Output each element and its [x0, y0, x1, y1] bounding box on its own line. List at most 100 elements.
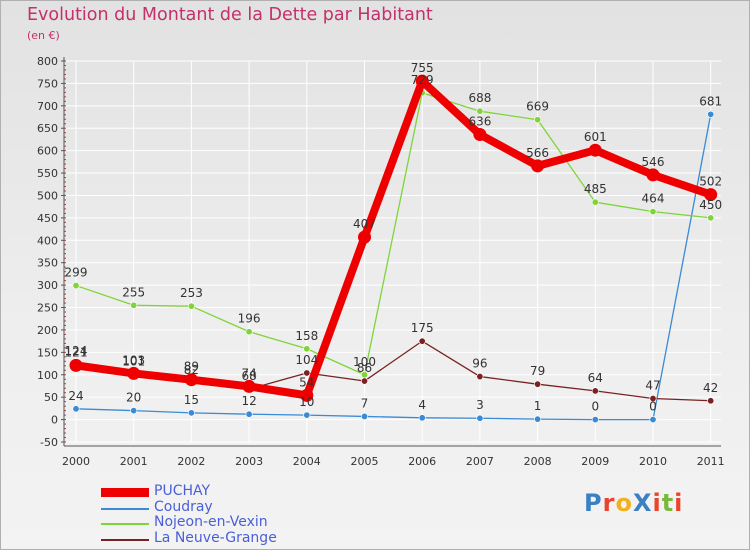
series-point-2	[707, 214, 715, 222]
legend-swatch-puchay	[101, 488, 149, 497]
data-label-1: 15	[184, 393, 199, 407]
x-tick-label: 2011	[697, 455, 725, 468]
data-label-2: 100	[353, 355, 376, 369]
y-tick-label: 400	[37, 234, 58, 247]
data-label-1: 0	[591, 400, 599, 414]
data-label-0: 566	[526, 146, 549, 160]
legend-swatch-nojeon-en-vexin	[101, 523, 149, 525]
data-label-0: 636	[468, 115, 491, 129]
data-label-3: 96	[472, 357, 487, 371]
data-label-0: 755	[411, 61, 434, 75]
logo-letter: X	[632, 489, 653, 517]
series-point-2	[534, 116, 542, 124]
series-point-0	[358, 230, 371, 244]
data-label-3: 86	[357, 361, 372, 375]
data-label-3: 101	[122, 354, 145, 368]
series-point-0	[415, 74, 429, 88]
series-point-3	[476, 373, 484, 381]
y-tick-label: 700	[37, 100, 58, 113]
logo-letter: i	[674, 489, 684, 517]
data-label-0: 121	[65, 345, 88, 359]
y-tick-label: 550	[37, 167, 58, 180]
data-label-0: 89	[184, 360, 199, 374]
y-tick-label: 750	[37, 77, 58, 90]
series-point-2	[591, 198, 599, 206]
y-tick-label: 100	[37, 369, 58, 382]
series-point-2	[130, 301, 138, 309]
data-label-3: 64	[588, 371, 603, 385]
series-point-1	[591, 416, 599, 424]
y-tick-label: 600	[37, 145, 58, 158]
chart-unit-label: (en €)	[27, 29, 60, 42]
data-label-2: 196	[238, 312, 261, 326]
data-label-2: 669	[526, 100, 549, 114]
data-label-0: 546	[642, 155, 665, 169]
data-label-1: 20	[126, 391, 141, 405]
y-tick-label: 450	[37, 212, 58, 225]
series-point-0	[300, 388, 314, 402]
legend-swatch-coudray	[101, 507, 149, 510]
logo-letter: r	[602, 489, 616, 517]
y-tick-label: 0	[51, 414, 58, 427]
series-point-2	[245, 328, 253, 336]
data-label-3: 42	[703, 381, 718, 395]
x-tick-label: 2001	[120, 455, 148, 468]
data-label-1: 681	[699, 94, 722, 108]
series-point-1	[649, 416, 657, 424]
x-tick-label: 2010	[639, 455, 667, 468]
data-label-2: 729	[411, 73, 434, 87]
data-label-3: 68	[241, 369, 256, 383]
data-label-2: 485	[584, 182, 607, 196]
x-tick-label: 2002	[177, 455, 205, 468]
data-label-2: 464	[642, 192, 665, 206]
series-point-3	[418, 337, 426, 345]
x-tick-label: 2005	[351, 455, 379, 468]
series-point-3	[360, 377, 368, 385]
series-point-3	[707, 397, 715, 405]
data-label-3: 104	[295, 353, 318, 367]
series-line-2	[75, 92, 712, 376]
x-tick-label: 2008	[524, 455, 552, 468]
series-point-0	[646, 168, 660, 182]
data-label-1: 7	[361, 396, 369, 410]
data-label-1: 0	[649, 400, 657, 414]
data-label-1: 3	[476, 398, 484, 412]
y-tick-label: 200	[37, 324, 58, 337]
series-line-1	[75, 113, 712, 421]
logo-letter: P	[584, 489, 603, 517]
y-tick-label: 800	[37, 55, 58, 68]
series-point-1	[534, 415, 542, 423]
data-label-3: 79	[530, 364, 545, 378]
data-label-1: 24	[68, 389, 83, 403]
data-label-0: 103	[122, 353, 145, 367]
series-point-1	[707, 110, 715, 118]
legend-label-la-neuve-grange: La Neuve-Grange	[154, 529, 277, 546]
y-tick-label: 650	[37, 122, 58, 135]
series-point-0	[69, 358, 83, 372]
series-point-3	[649, 395, 657, 403]
x-tick-label: 2009	[581, 455, 609, 468]
series-point-2	[72, 282, 80, 290]
data-label-0: 54	[299, 375, 314, 389]
series-point-1	[130, 407, 138, 415]
data-label-0: 74	[241, 366, 256, 380]
series-point-1	[418, 414, 426, 422]
data-label-1: 12	[241, 394, 256, 408]
legend-label-nojeon-en-vexin: Nojeon-en-Vexin	[154, 514, 268, 530]
y-tick-label: 50	[44, 391, 58, 404]
data-label-2: 688	[468, 91, 491, 105]
legend-swatch-la-neuve-grange	[101, 538, 149, 541]
y-tick-label: -50	[40, 436, 58, 449]
data-label-2: 253	[180, 286, 203, 300]
series-point-0	[473, 128, 487, 142]
series-point-0	[184, 373, 198, 387]
series-point-3	[591, 387, 599, 395]
y-tick-label: 250	[37, 302, 58, 315]
logo-letter: t	[661, 489, 675, 517]
data-label-1: 1	[534, 399, 542, 413]
data-label-2: 450	[699, 198, 722, 212]
series-line-3	[75, 340, 712, 402]
legend-label-puchay: PUCHAY	[154, 483, 211, 499]
series-point-1	[187, 409, 195, 417]
